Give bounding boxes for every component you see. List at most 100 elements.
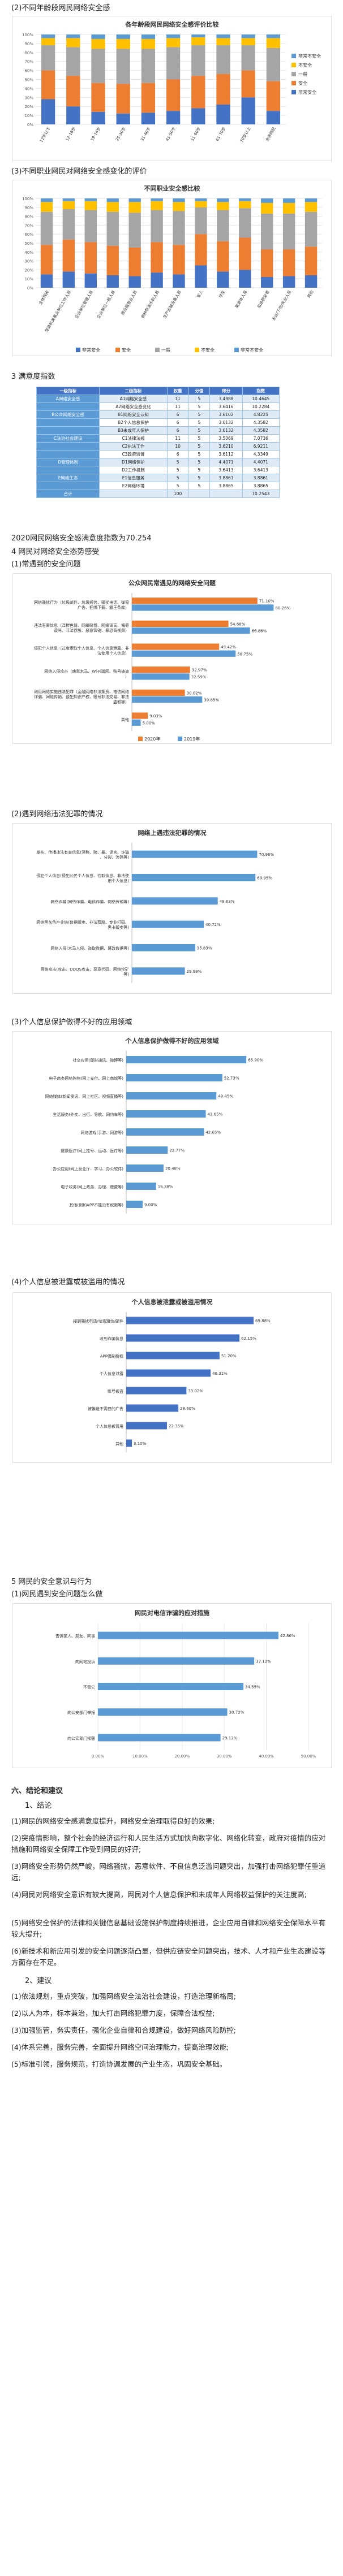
- bar-segment: [305, 202, 318, 212]
- category-label: 账号被盗: [108, 1389, 123, 1394]
- bar-segment: [151, 198, 163, 201]
- y-tick-label: 30%: [24, 96, 33, 100]
- bar-segment: [191, 45, 205, 76]
- bar: [126, 1317, 254, 1324]
- bar-segment: [141, 34, 156, 39]
- table-cell: 5: [166, 466, 189, 474]
- table-cell: A1网络安全感: [99, 395, 168, 403]
- chart-occupation-frame: 不同职业安全感比较 0% 10% 20% 30% 40% 50% 60% 70% 80% 90% 10…: [12, 180, 332, 356]
- category-label-line: 等): [123, 972, 129, 977]
- bar-segment: [191, 34, 205, 37]
- bar-segment: [41, 34, 55, 38]
- legend-swatch: [76, 348, 80, 352]
- table-cell: 合计: [36, 490, 100, 498]
- bar-segment: [173, 211, 185, 245]
- bar-segment: [151, 272, 163, 288]
- bar-segment: [84, 242, 97, 274]
- category-label: 其他: [121, 717, 129, 722]
- bar-segment: [195, 201, 207, 207]
- category-label: 向公安部门举报: [67, 1710, 95, 1715]
- table-header-cell: 得分: [209, 387, 243, 395]
- bar-segment: [166, 47, 181, 80]
- bar-segment: [151, 242, 163, 273]
- legend-swatch: [291, 72, 296, 76]
- x-tick-label: 0.00%: [92, 1754, 105, 1759]
- chart-title: 不同职业安全感比较: [144, 184, 200, 192]
- category-label: 网络游戏(手游、网游等): [81, 1130, 124, 1135]
- y-tick-label: 80%: [24, 51, 33, 55]
- category-label: 被推送不需要的广告: [88, 1406, 123, 1412]
- bar-segment: [173, 198, 185, 202]
- table-cell: C3政府监督: [99, 450, 168, 458]
- category-label-line: 向网站投诉: [75, 1659, 95, 1664]
- table-cell: 10.4645: [242, 395, 280, 403]
- table-row: B公众网络安全感 B1网络安全认知 6 5 3.6102 4.8225: [36, 410, 280, 419]
- table-header-cell: 分值: [188, 387, 211, 395]
- bar-segment: [141, 49, 156, 83]
- table-cell: 5: [188, 482, 211, 490]
- x-tick-label: 19-24岁: [89, 126, 101, 142]
- bar: [126, 1092, 217, 1099]
- table-row: D管理体制 D1网络保护 5 5 4.4071 4.4071: [36, 458, 280, 466]
- bar-segment: [141, 83, 156, 113]
- y-tick-label: 100%: [22, 33, 33, 37]
- bar-segment: [305, 211, 318, 247]
- bar-segment: [66, 38, 80, 47]
- y-tick-label: 60%: [24, 232, 33, 237]
- y-tick-label: 50%: [24, 241, 33, 246]
- table-cell: 5: [188, 466, 211, 474]
- bar-segment: [40, 202, 53, 212]
- legend-label: 不安全: [201, 347, 215, 353]
- bar-segment: [128, 247, 141, 276]
- bar-segment: [62, 271, 75, 288]
- bar: [126, 1422, 167, 1430]
- table-cell: 6: [166, 450, 189, 458]
- table-cell: 6.9211: [242, 442, 280, 451]
- x-tick-label: 40.00%: [259, 1754, 274, 1759]
- data-label: 69.88%: [255, 1319, 271, 1323]
- x-tick-label: 军人: [196, 289, 204, 298]
- category-label: 网络入侵(木马入侵、盗取数据、篡改数据等): [51, 946, 130, 951]
- category-label-line: 网络媒体(新闻资讯、网上社区、视频直播等): [45, 1094, 124, 1099]
- bar-segment: [260, 213, 273, 250]
- category-label-line: 其他: [115, 1441, 123, 1447]
- category-label: 侵犯个人信息(侵犯公民个人信息、窃取信息、非法使用个人信息): [36, 873, 129, 884]
- category-label: 个人信息被冒用: [96, 1424, 123, 1429]
- suggestion-item: (1)依法规划，重点突破，加强网络安全法治社会建设，打造治理新格局;: [11, 1992, 236, 2001]
- bar: [126, 1387, 187, 1395]
- heading-awareness: 5 网民的安全意识与行为: [11, 1578, 92, 1586]
- table-cell: [36, 482, 100, 490]
- table-cell: 3.6416: [209, 402, 243, 411]
- table-cell: [36, 442, 100, 451]
- bar-segment: [62, 201, 75, 209]
- data-label: 29.99%: [187, 969, 202, 974]
- heading-privacy-domains: (3)个人信息保护做得不好的应用领域: [11, 1018, 132, 1027]
- x-tick-label: 无业/下岗/失业人员: [271, 289, 292, 322]
- table-row: D2工作机制 5 5 3.6413 3.6413: [36, 466, 280, 474]
- x-tick-label: 61-70岁: [215, 126, 226, 142]
- bar-segment: [41, 70, 55, 99]
- bar-segment: [41, 45, 55, 71]
- y-tick-label: 20%: [24, 268, 33, 272]
- bar-segment: [84, 201, 97, 210]
- table-cell: E网络生态: [36, 474, 100, 482]
- bar-segment: [282, 213, 295, 250]
- category-label-line: 网络诈骗(网络诈骗、电信诈骗、网络传销等): [51, 899, 130, 904]
- bar-segment: [141, 112, 156, 124]
- y-tick-label: 0%: [27, 123, 33, 127]
- data-label: 49.42%: [221, 645, 236, 650]
- bar-segment: [241, 38, 255, 46]
- bar-segment: [217, 202, 229, 210]
- category-label: 电子政务(网上政务、办理、缴费等): [61, 1184, 124, 1189]
- bar-segment: [116, 113, 130, 124]
- bar-segment: [66, 76, 80, 107]
- bar: [132, 920, 204, 928]
- legend-label: 安全: [122, 347, 131, 353]
- bar-segment: [166, 79, 181, 111]
- category-label: 网络诈骗(网络诈骗、电信诈骗、网络传销等): [51, 899, 130, 904]
- bar-segment: [141, 38, 156, 49]
- bar-segment: [41, 99, 55, 124]
- bar: [132, 897, 218, 905]
- bar-segment: [239, 198, 251, 201]
